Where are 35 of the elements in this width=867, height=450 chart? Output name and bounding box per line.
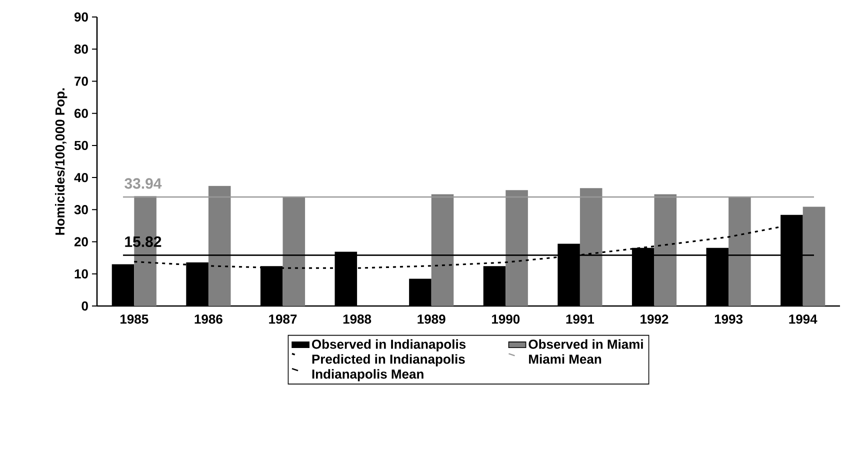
x-tick-label: 1991 <box>566 314 594 324</box>
legend-label: Indianapolis Mean <box>312 369 424 382</box>
y-tick-label: 20 <box>74 237 88 246</box>
y-tick-label: 70 <box>74 76 88 86</box>
x-tick-label: 1985 <box>120 314 148 324</box>
bar <box>728 197 751 306</box>
bar <box>431 194 454 306</box>
bar <box>802 206 826 306</box>
y-tick-label: 80 <box>74 44 88 54</box>
x-tick-label: 1987 <box>269 314 297 324</box>
y-tick-label: 30 <box>74 205 88 214</box>
x-tick-label: 1993 <box>714 314 743 324</box>
y-tick-label: 0 <box>82 301 88 311</box>
legend-label: Predicted in Indianapolis <box>312 354 465 366</box>
bar <box>580 188 602 306</box>
y-axis-title: Homicides/100,000 Pop. <box>55 88 68 235</box>
x-tick-label: 1990 <box>492 314 520 324</box>
y-tick-label: 60 <box>74 108 88 118</box>
legend-label: Miami Mean <box>529 354 602 364</box>
bar <box>282 197 306 306</box>
legend-label: Observed in Miami <box>528 339 643 349</box>
bar <box>654 194 677 306</box>
x-tick-label: 1988 <box>343 314 372 324</box>
bar <box>506 190 528 306</box>
x-tick-label: 1994 <box>789 314 818 324</box>
y-tick-label: 90 <box>74 12 88 22</box>
bar <box>208 186 231 306</box>
legend-label: Observed in Indianapolis <box>312 339 466 352</box>
x-tick-label: 1986 <box>194 314 222 324</box>
y-tick-label: 50 <box>74 140 88 150</box>
x-tick-label: 1992 <box>640 314 668 324</box>
x-tick-label: 1989 <box>418 314 446 324</box>
annotation: 33.94 <box>124 178 162 189</box>
y-tick-label: 40 <box>74 172 88 182</box>
y-tick-label: 10 <box>74 269 88 278</box>
